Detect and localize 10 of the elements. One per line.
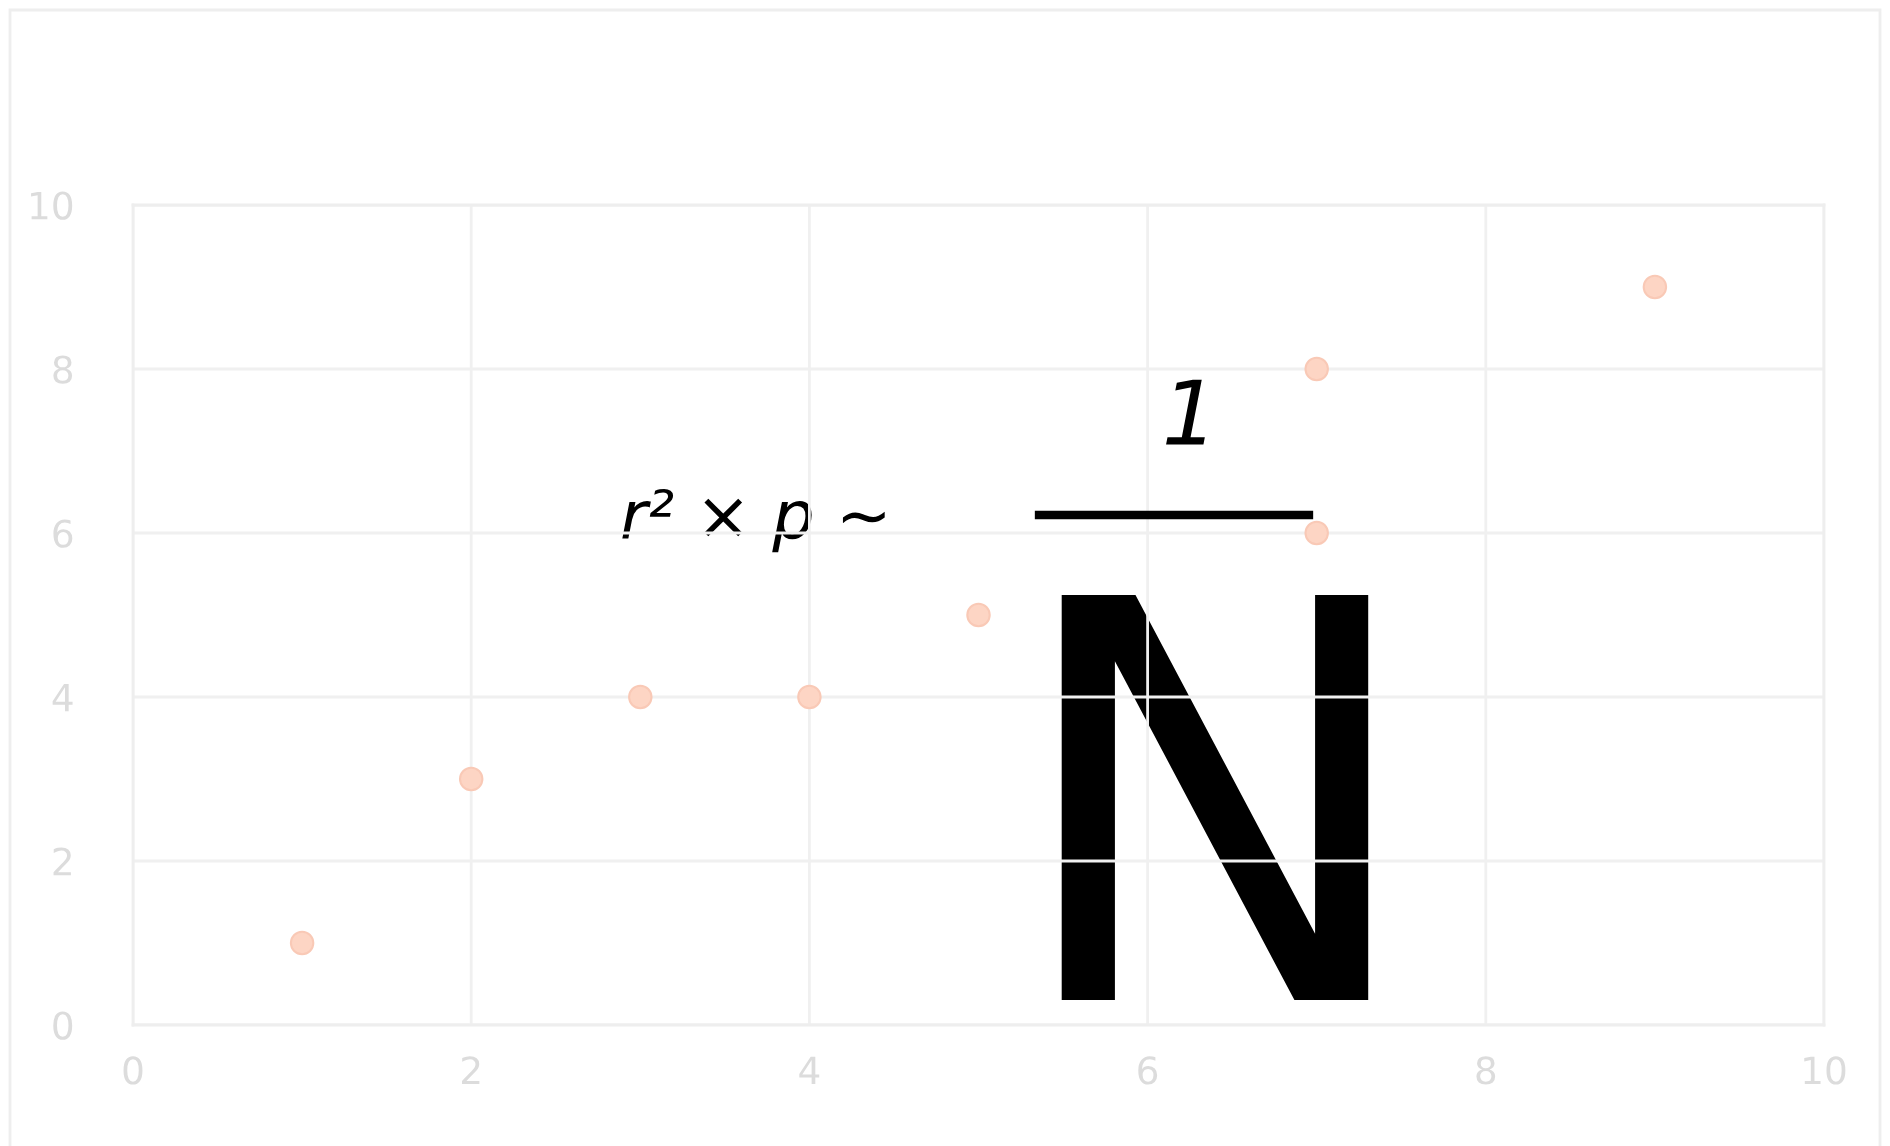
annotation: N	[1061, 594, 1369, 1000]
annotation: 1	[1166, 379, 1205, 445]
point	[1642, 274, 1668, 300]
point	[289, 930, 315, 956]
point	[458, 766, 484, 792]
point	[797, 684, 822, 710]
point	[628, 684, 653, 710]
point	[1304, 356, 1329, 382]
point	[1304, 520, 1329, 546]
point	[966, 602, 991, 628]
